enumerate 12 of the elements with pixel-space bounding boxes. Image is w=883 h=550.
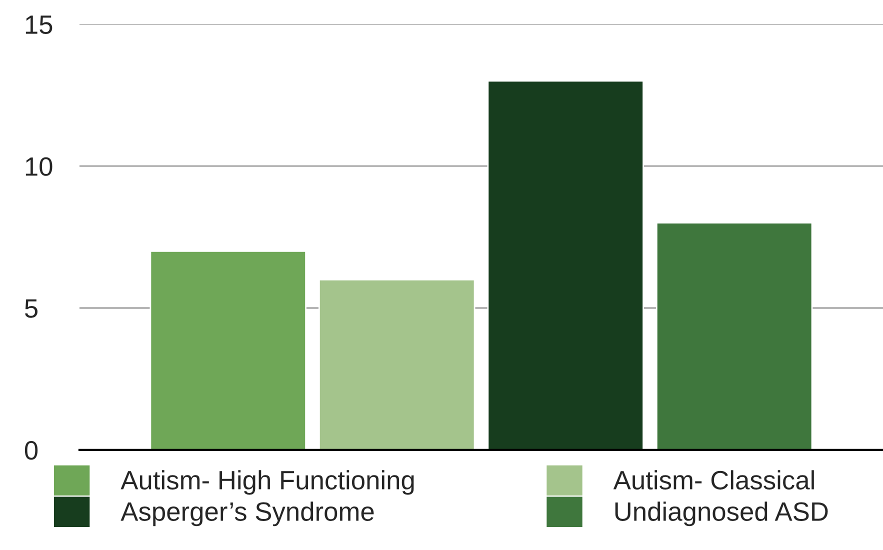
legend-label: Autism- High Functioning [120,470,414,495]
y-tick-label: 0 [24,441,38,460]
legend-label: Autism- Classical [613,470,814,490]
bar [656,222,813,450]
bar [318,278,476,450]
y-tick-label: 10 [26,157,52,176]
bar [487,80,644,450]
legend-label: Asperger’s Syndrome [120,502,374,526]
bar [150,250,306,450]
legend-label: Undiagnosed ASD [615,502,828,526]
y-tick-label: 5 [24,299,38,318]
y-tick-label: 15 [26,16,52,34]
